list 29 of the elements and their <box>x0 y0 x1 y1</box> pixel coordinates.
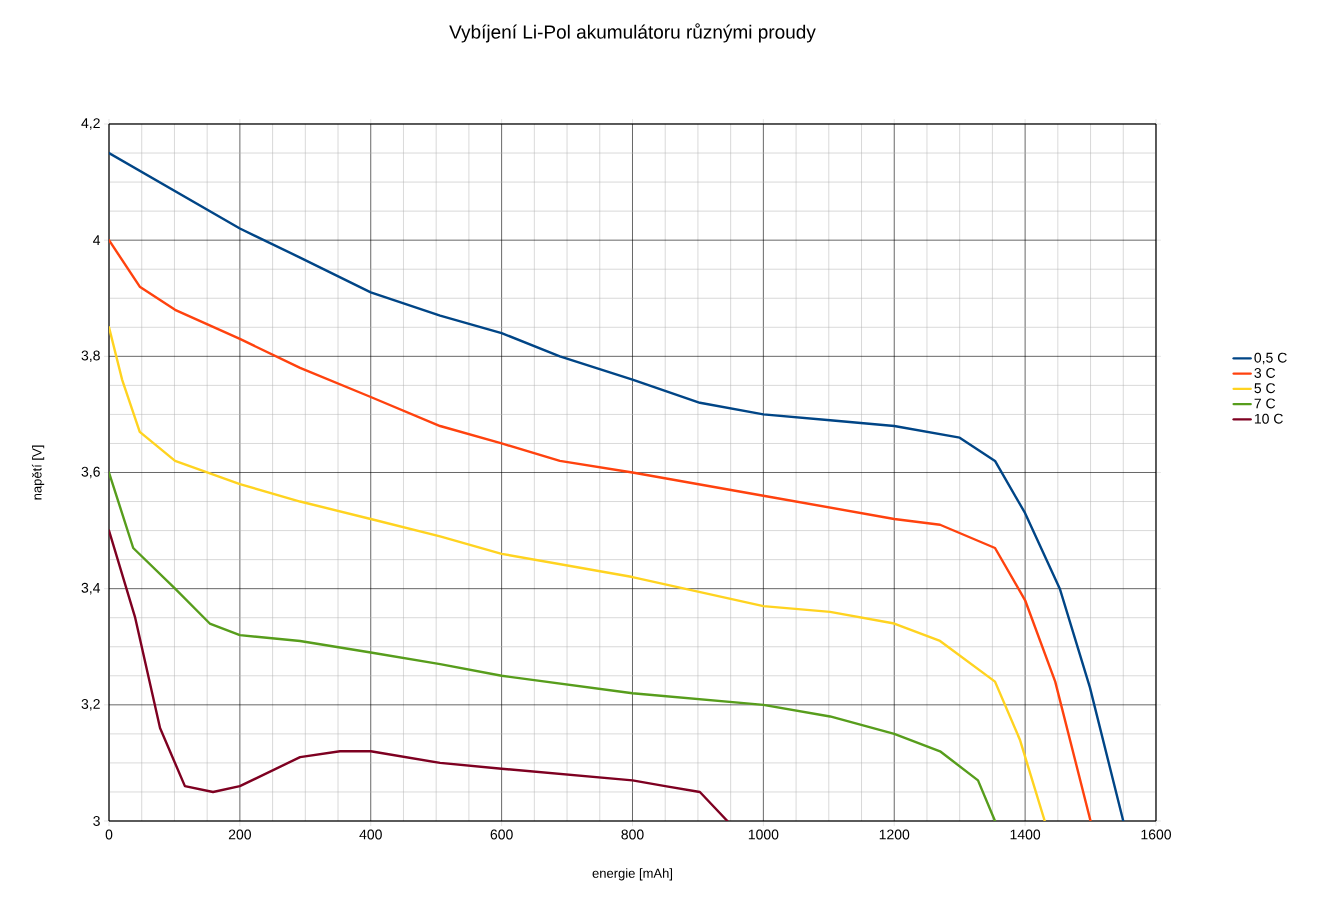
x-tick-label: 0 <box>105 829 113 840</box>
x-tick-label: 600 <box>490 829 513 840</box>
legend-label: 5 C <box>1254 383 1276 394</box>
y-tick-label: 4,2 <box>81 118 100 130</box>
legend-label: 10 C <box>1254 413 1283 424</box>
x-tick-label: 1400 <box>1010 829 1041 840</box>
x-axis-title: energie [mAh] <box>592 868 673 881</box>
y-tick-label: 3,8 <box>81 350 100 363</box>
line-series <box>109 151 1125 821</box>
y-tick-label: 3,6 <box>81 466 100 479</box>
line-series <box>109 326 1046 821</box>
y-axis-title: napětí [V] <box>31 445 45 500</box>
x-tick-label: 1600 <box>1141 829 1171 840</box>
line-series <box>109 529 729 821</box>
y-tick-label: 3,2 <box>81 699 100 711</box>
x-tick-label: 1200 <box>879 829 910 840</box>
x-tick-label: 200 <box>228 829 251 840</box>
y-tick-label: 3 <box>93 816 100 826</box>
chart-title: Vybíjení Li-Pol akumulátoru různými proudy <box>449 23 816 43</box>
line-series <box>109 471 997 821</box>
legend-label: 3 C <box>1254 367 1276 378</box>
x-tick-label: 400 <box>359 829 382 840</box>
y-tick-label: 4 <box>93 235 101 245</box>
x-tick-label: 1000 <box>748 829 779 840</box>
x-tick-label: 800 <box>621 829 644 840</box>
y-tick-label: 3,4 <box>81 582 101 595</box>
line-series <box>109 238 1092 821</box>
legend-label: 7 C <box>1254 398 1276 409</box>
legend-label: 0,5 C <box>1254 352 1287 365</box>
